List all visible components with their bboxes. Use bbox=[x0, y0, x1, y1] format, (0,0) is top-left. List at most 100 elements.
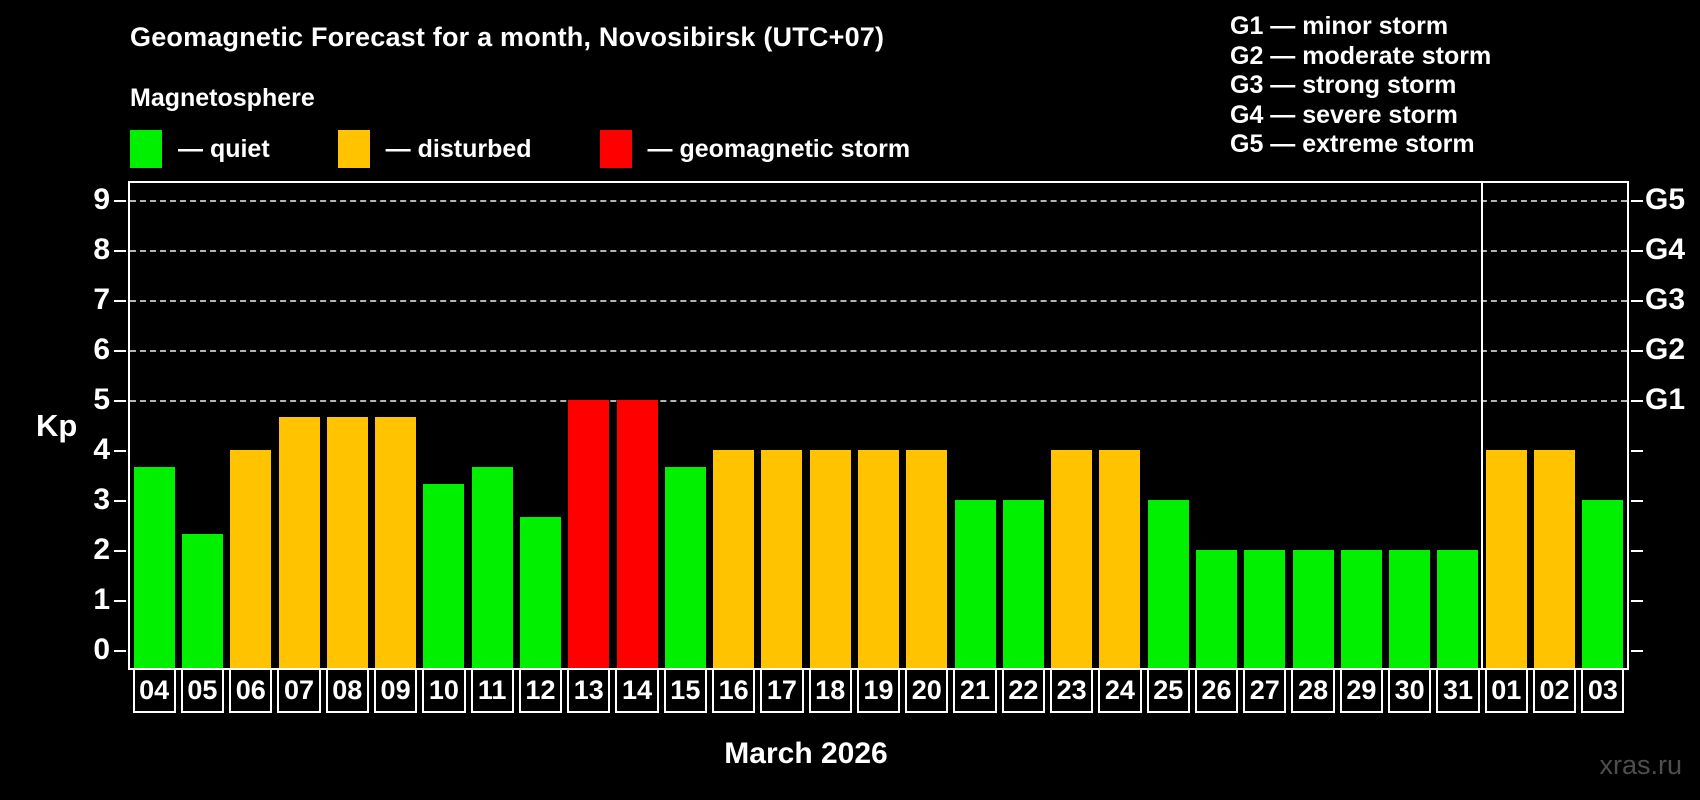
kp-bar-day-17 bbox=[761, 450, 803, 668]
day-label-cell-31: 31 bbox=[1436, 668, 1480, 713]
axis-tick-right-9 bbox=[1631, 199, 1643, 202]
storm-scale-item-g2: G2 — moderate storm bbox=[1230, 41, 1492, 70]
axis-tick-right-7 bbox=[1631, 299, 1643, 302]
kp-bar-day-06 bbox=[230, 450, 272, 668]
y-axis-label-8: 8 bbox=[93, 232, 110, 266]
kp-bar-day-05 bbox=[181, 534, 223, 668]
kp-bar-day-29 bbox=[1340, 550, 1382, 668]
kp-bar-day-20 bbox=[906, 450, 948, 668]
day-label-cell-06: 06 bbox=[229, 668, 273, 713]
day-label-cell-07: 07 bbox=[277, 668, 321, 713]
day-label-cell-13: 13 bbox=[567, 668, 611, 713]
kp-bar-day-01 bbox=[1485, 450, 1527, 668]
day-label-cell-08: 08 bbox=[325, 668, 369, 713]
kp-bar-day-15 bbox=[664, 467, 706, 668]
axis-tick-right-6 bbox=[1631, 349, 1643, 352]
axis-tick-left-6 bbox=[114, 349, 126, 352]
legend-label-quiet: — quiet bbox=[178, 134, 270, 163]
kp-bar-day-31 bbox=[1437, 550, 1479, 668]
day-label-row: 04 05 06 07 08 09 10 11 12 13 14 15 16 17 18 19 20 21 22 23… bbox=[130, 668, 1627, 714]
day-label-cell-27: 27 bbox=[1243, 668, 1287, 713]
y-axis-label-1: 1 bbox=[93, 582, 110, 616]
day-label-cell-05: 05 bbox=[180, 668, 225, 713]
day-label-cell-01: 01 bbox=[1484, 668, 1528, 713]
axis-tick-left-4 bbox=[114, 449, 126, 452]
y-axis-label-6: 6 bbox=[93, 332, 110, 366]
day-label-cell-20: 20 bbox=[905, 668, 949, 713]
day-label-cell-30: 30 bbox=[1388, 668, 1432, 713]
day-label-cell-02: 02 bbox=[1532, 668, 1577, 713]
axis-tick-right-8 bbox=[1631, 249, 1643, 252]
month-separator-line bbox=[1481, 183, 1484, 668]
kp-bar-day-04 bbox=[133, 467, 175, 668]
magnetosphere-label: Magnetosphere bbox=[130, 84, 315, 112]
kp-bar-day-02 bbox=[1534, 450, 1576, 668]
day-label-cell-23: 23 bbox=[1050, 668, 1094, 713]
y-axis-label-9: 9 bbox=[93, 182, 110, 216]
day-label-cell-03: 03 bbox=[1581, 668, 1625, 713]
gridline-kp-9 bbox=[130, 199, 1627, 202]
y-axis-label-5: 5 bbox=[93, 382, 110, 416]
right-axis-label-G2: G2 bbox=[1645, 332, 1686, 366]
kp-bar-day-07 bbox=[278, 417, 320, 668]
day-label-cell-17: 17 bbox=[760, 668, 804, 713]
kp-bar-day-09 bbox=[375, 417, 417, 668]
storm-scale-item-g3: G3 — strong storm bbox=[1230, 71, 1457, 99]
kp-bar-day-28 bbox=[1292, 550, 1334, 668]
kp-bar-day-23 bbox=[1051, 450, 1093, 668]
axis-tick-right-5 bbox=[1631, 399, 1643, 402]
legend-swatch-disturbed bbox=[337, 130, 370, 168]
axis-tick-left-8 bbox=[114, 249, 126, 252]
axis-tick-left-5 bbox=[114, 399, 126, 402]
legend-item-storm: — geomagnetic storm bbox=[599, 130, 910, 168]
kp-bar-day-25 bbox=[1147, 500, 1189, 668]
gridline-kp-7 bbox=[130, 299, 1627, 302]
day-label-cell-18: 18 bbox=[808, 668, 852, 713]
gridline-kp-5 bbox=[130, 399, 1627, 402]
axis-tick-right-4 bbox=[1631, 449, 1643, 452]
kp-bar-day-14 bbox=[616, 400, 658, 668]
axis-tick-left-0 bbox=[114, 649, 126, 652]
axis-tick-left-7 bbox=[114, 299, 126, 302]
axis-tick-right-1 bbox=[1631, 599, 1643, 602]
day-label-cell-19: 19 bbox=[856, 668, 901, 713]
storm-scale-item-g1: G1 — minor storm bbox=[1230, 12, 1449, 40]
day-label-cell-24: 24 bbox=[1098, 668, 1142, 713]
day-label-cell-25: 25 bbox=[1146, 668, 1190, 713]
kp-bar-day-30 bbox=[1389, 550, 1431, 668]
legend-swatch-quiet bbox=[130, 130, 162, 168]
y-axis-title: Kp bbox=[36, 408, 78, 443]
storm-scale-item-g5: G5 — extreme storm bbox=[1230, 130, 1475, 158]
axis-tick-right-0 bbox=[1631, 649, 1643, 652]
axis-tick-right-3 bbox=[1631, 499, 1643, 502]
day-label-cell-16: 16 bbox=[711, 668, 756, 713]
day-label-cell-29: 29 bbox=[1339, 668, 1384, 713]
kp-bar-day-08 bbox=[326, 417, 368, 668]
day-label-cell-12: 12 bbox=[518, 668, 563, 713]
plot-area bbox=[114, 181, 1643, 670]
y-axis-label-7: 7 bbox=[93, 282, 110, 316]
legend-item-disturbed: — disturbed bbox=[337, 130, 532, 168]
kp-bar-day-22 bbox=[1002, 500, 1044, 668]
day-label-cell-04: 04 bbox=[132, 668, 176, 713]
right-axis-label-G3: G3 bbox=[1645, 282, 1686, 316]
legend-swatch-storm bbox=[599, 130, 632, 168]
kp-bar-day-26 bbox=[1196, 550, 1238, 668]
kp-bar-day-19 bbox=[858, 450, 899, 668]
day-label-cell-21: 21 bbox=[953, 668, 997, 713]
kp-bar-day-24 bbox=[1099, 450, 1141, 668]
axis-tick-left-9 bbox=[114, 199, 126, 202]
kp-bar-day-27 bbox=[1244, 550, 1286, 668]
storm-scale-legend: G1 — minor storm G2 — moderate storm G3 — … bbox=[1230, 12, 1491, 160]
axis-tick-left-1 bbox=[114, 599, 126, 602]
day-label-cell-15: 15 bbox=[663, 668, 707, 713]
day-label-cell-28: 28 bbox=[1291, 668, 1335, 713]
watermark: xras.ru bbox=[1599, 750, 1682, 780]
day-label-cell-26: 26 bbox=[1194, 668, 1239, 713]
legend-label-disturbed: — disturbed bbox=[385, 134, 532, 163]
day-label-cell-11: 11 bbox=[470, 668, 514, 713]
kp-bar-day-18 bbox=[809, 450, 851, 668]
day-label-cell-14: 14 bbox=[615, 668, 659, 713]
kp-bar-day-16 bbox=[713, 450, 755, 668]
